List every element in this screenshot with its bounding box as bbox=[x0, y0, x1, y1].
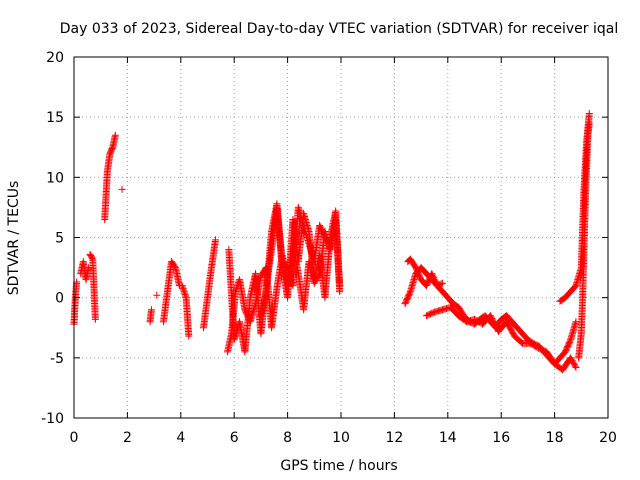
y-tick-label: 15 bbox=[46, 110, 64, 126]
data-point bbox=[91, 315, 99, 323]
y-tick-label: 20 bbox=[46, 50, 64, 66]
data-point bbox=[180, 288, 188, 296]
y-tick-label: -10 bbox=[41, 411, 64, 427]
data-point bbox=[492, 323, 500, 331]
data-point bbox=[232, 288, 240, 296]
data-point bbox=[180, 286, 188, 294]
data-point bbox=[147, 306, 155, 314]
data-point bbox=[491, 320, 499, 328]
data-point bbox=[118, 185, 126, 193]
chart-title: Day 033 of 2023, Sidereal Day-to-day VTE… bbox=[60, 21, 618, 37]
data-point bbox=[489, 316, 497, 324]
x-tick-label: 16 bbox=[492, 430, 510, 446]
data-point bbox=[336, 288, 344, 296]
data-point bbox=[178, 282, 186, 290]
data-point bbox=[487, 313, 495, 321]
x-tick-label: 10 bbox=[332, 430, 350, 446]
data-point bbox=[490, 319, 498, 327]
data-point bbox=[572, 318, 580, 326]
data-point bbox=[111, 131, 119, 139]
data-point bbox=[179, 285, 187, 293]
data-points bbox=[70, 110, 593, 374]
data-point bbox=[566, 337, 574, 345]
x-tick-label: 2 bbox=[123, 430, 132, 446]
axis-ticks: 0 2 4 6 8 10 12 14 16 18 20 -10 -5 0 5 10 15 20 bbox=[41, 50, 617, 446]
y-tick-label: -5 bbox=[50, 351, 64, 367]
y-tick-label: 10 bbox=[46, 170, 64, 186]
data-point bbox=[489, 317, 497, 325]
data-point bbox=[488, 315, 496, 323]
data-point bbox=[585, 119, 593, 127]
x-tick-label: 4 bbox=[176, 430, 185, 446]
data-point bbox=[438, 279, 446, 287]
data-point bbox=[85, 264, 93, 272]
data-point bbox=[492, 322, 500, 330]
grid-lines bbox=[74, 57, 608, 418]
x-tick-label: 14 bbox=[439, 430, 457, 446]
x-tick-label: 20 bbox=[599, 430, 617, 446]
x-axis-label: GPS time / hours bbox=[280, 458, 397, 474]
data-point bbox=[179, 283, 187, 291]
data-point bbox=[182, 292, 190, 300]
data-point bbox=[487, 312, 495, 320]
data-point bbox=[437, 280, 445, 288]
y-tick-label: 0 bbox=[55, 291, 64, 307]
data-point bbox=[406, 289, 414, 297]
data-point bbox=[185, 332, 193, 340]
data-point bbox=[336, 282, 344, 290]
data-point bbox=[572, 363, 580, 371]
data-point bbox=[585, 110, 593, 118]
data-point bbox=[181, 291, 189, 299]
data-point bbox=[571, 362, 579, 370]
x-tick-label: 8 bbox=[283, 430, 292, 446]
x-tick-label: 0 bbox=[70, 430, 79, 446]
x-tick-label: 18 bbox=[546, 430, 564, 446]
data-point bbox=[153, 291, 161, 299]
data-point bbox=[212, 236, 220, 244]
x-tick-label: 6 bbox=[230, 430, 239, 446]
y-tick-label: 5 bbox=[55, 231, 64, 247]
data-point bbox=[181, 289, 189, 297]
y-axis-label: SDTVAR / TECUs bbox=[6, 181, 22, 296]
x-tick-label: 12 bbox=[385, 430, 403, 446]
